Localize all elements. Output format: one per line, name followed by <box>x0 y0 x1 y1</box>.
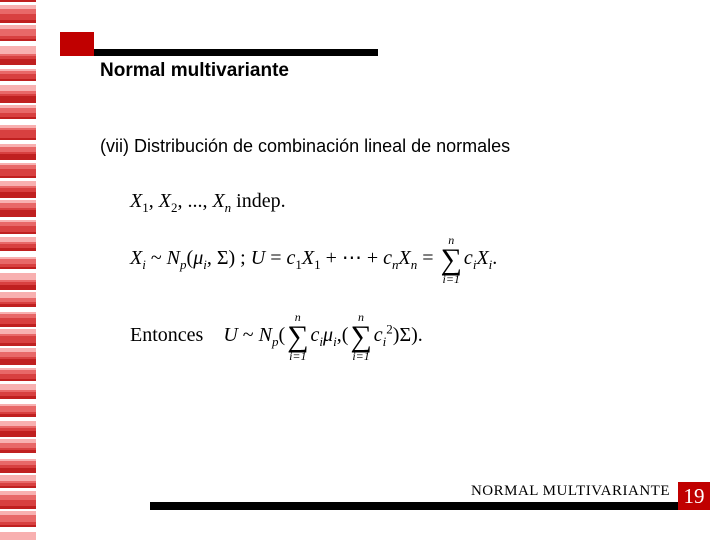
var-x: X <box>130 190 142 212</box>
sum-x: X <box>476 247 488 269</box>
left-stripe-decoration <box>0 0 36 540</box>
math-line-1: X1, X2, ..., Xn indep. <box>130 190 497 216</box>
sum2-mu: μ <box>323 324 333 346</box>
open-paren: ( <box>278 324 285 346</box>
sigma-big: ∑ <box>441 246 462 273</box>
sum3-bot: i=1 <box>350 350 371 362</box>
mu: μ <box>193 247 203 269</box>
sum2-bot: i=1 <box>287 350 308 362</box>
sub-i: i <box>142 257 146 272</box>
sum-c: c <box>464 247 473 269</box>
footer-bar <box>150 502 680 510</box>
coef-cn: c <box>383 247 392 269</box>
var-xi: X <box>130 247 142 269</box>
var-x: X <box>212 190 224 212</box>
sigma2: Σ <box>399 324 411 346</box>
comma: , <box>337 324 342 346</box>
indep-text: indep. <box>231 190 285 212</box>
period: . <box>492 247 497 269</box>
header-red-square <box>60 32 94 56</box>
slide-title: Normal multivariante <box>100 60 289 82</box>
var-u: U <box>251 247 265 269</box>
sigma-big-3: ∑ <box>350 323 371 350</box>
sum3-c: c <box>374 324 383 346</box>
sigma-big-2: ∑ <box>287 323 308 350</box>
math-line-3: Entonces U ~ Np(n∑i=1ciμi,(n∑i=1ci2)Σ). <box>130 311 497 362</box>
page-number: 19 <box>678 482 710 510</box>
var-u2: U <box>223 324 237 346</box>
sum-symbol-2: n∑i=1 <box>287 311 308 362</box>
math-block: X1, X2, ..., Xn indep. Xi ~ Np(μi, Σ) ; … <box>130 190 497 362</box>
sub-1: 1 <box>142 200 149 215</box>
sum-symbol: n∑i=1 <box>441 234 462 285</box>
section-subtitle: (vii) Distribución de combinación lineal… <box>100 136 510 157</box>
close-paren: ). <box>411 324 423 346</box>
sum3-sq: 2 <box>386 321 393 336</box>
tilde2: ~ <box>243 324 254 346</box>
dist-n2: N <box>259 324 272 346</box>
sum-symbol-3: n∑i=1 <box>350 311 371 362</box>
eq: = <box>265 247 286 269</box>
plus-ellipsis: + ⋯ + <box>321 247 384 269</box>
entonces: Entonces <box>130 324 203 346</box>
mu-sub: i <box>203 257 207 272</box>
ellipsis: , ..., <box>177 190 207 212</box>
dist-n: N <box>167 247 180 269</box>
var-xn: X <box>399 247 411 269</box>
sub-p: p <box>180 257 187 272</box>
footer-label: NORMAL MULTIVARIANTE <box>471 483 670 500</box>
sep: ; <box>235 247 251 269</box>
eq2: = <box>417 247 438 269</box>
var-x: X <box>159 190 171 212</box>
var-x1: X <box>302 247 314 269</box>
header-underline <box>94 49 378 56</box>
sum-bot: i=1 <box>441 273 462 285</box>
sigma: Σ <box>217 247 229 269</box>
math-line-2: Xi ~ Np(μi, Σ) ; U = c1X1 + ⋯ + cnXn = n… <box>130 234 497 285</box>
tilde: ~ <box>151 247 162 269</box>
